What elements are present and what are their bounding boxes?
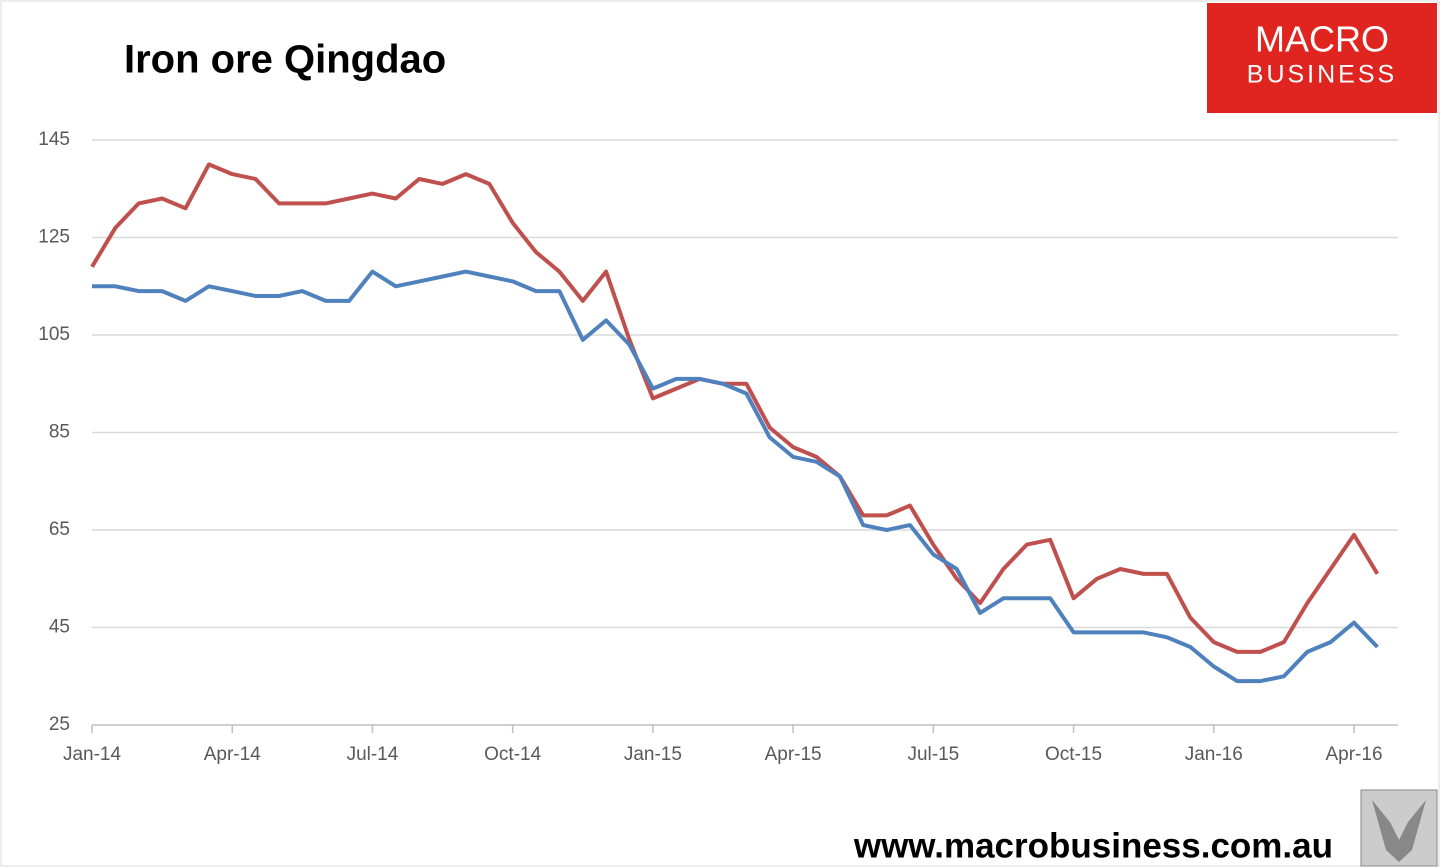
- x-tick-label: Apr-15: [765, 744, 822, 765]
- logo-top: MACRO: [1255, 19, 1389, 60]
- x-tick-label: Jan-15: [624, 744, 682, 765]
- x-tick-label: Jan-14: [63, 744, 122, 765]
- fox-face: [1372, 800, 1426, 862]
- logo-bottom: BUSINESS: [1247, 61, 1397, 89]
- logo-box: [1207, 3, 1437, 113]
- x-tick-label: Oct-14: [484, 744, 541, 765]
- x-tick-label: Jan-16: [1185, 744, 1243, 765]
- x-tick-label: Oct-15: [1045, 744, 1102, 765]
- footer-url: www.macrobusiness.com.au: [853, 826, 1333, 865]
- x-tick-label: Apr-16: [1325, 744, 1382, 765]
- y-tick-label: 65: [49, 519, 70, 540]
- series-line: [92, 269, 1379, 684]
- series-line: [90, 162, 1380, 654]
- x-tick-label: Jul-14: [347, 744, 399, 765]
- x-tick-label: Jul-15: [907, 744, 959, 765]
- x-tick-label: Apr-14: [204, 744, 261, 765]
- y-tick-label: 85: [49, 422, 70, 443]
- y-tick-label: 105: [38, 324, 70, 345]
- chart-title: Iron ore Qingdao: [124, 38, 446, 82]
- y-tick-label: 145: [38, 129, 70, 150]
- y-tick-label: 45: [49, 617, 70, 638]
- y-tick-label: 125: [38, 227, 70, 248]
- y-tick-label: 25: [49, 714, 70, 735]
